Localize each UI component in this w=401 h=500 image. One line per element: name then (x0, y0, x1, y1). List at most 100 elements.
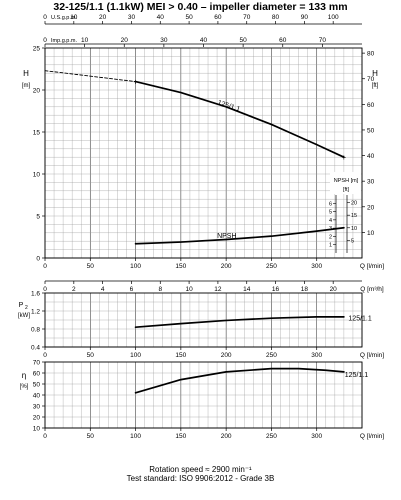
npsh-inset-m-tick-label: 5 (329, 210, 332, 216)
impgpm-scale-axis-label: Imp.g.p.m. (51, 38, 77, 44)
impgpm-scale-tick-label: 20 (121, 37, 129, 44)
efficiency-y-tick-label: 40 (33, 393, 41, 400)
usgpm-scale-tick-label: 50 (185, 14, 193, 21)
efficiency-y-tick-label: 20 (33, 415, 41, 422)
head-q-lmin-scale-tick-label: 150 (175, 263, 186, 270)
usgpm-scale-tick-label: 20 (99, 14, 107, 21)
npsh-inset-ft-tick-label: 15 (351, 213, 357, 219)
head-q-lmin-scale-tick-label: 300 (311, 263, 322, 270)
q-m3h-scale-tick-label: 6 (130, 286, 134, 293)
efficiency-ylabel-unit: [%] (20, 384, 29, 390)
q-m3h-scale-tick-label: 14 (243, 286, 251, 293)
npsh-inset-m-tick-label: 2 (329, 234, 332, 240)
npsh-inset-m-tick-label: 6 (329, 201, 332, 207)
q-m3h-scale-tick-label: 2 (72, 286, 76, 293)
power-q-lmin-scale-tick-label: 200 (221, 352, 232, 359)
efficiency-y-tick-label: 70 (33, 360, 41, 367)
power-y-tick-label: 1.2 (31, 309, 40, 316)
head-y-tick-label: 10 (33, 172, 41, 179)
q-m3h-scale-tick-label: 18 (301, 286, 309, 293)
power-series-label: 125/1.1 (348, 315, 371, 322)
impgpm-scale-tick-label: 10 (81, 37, 89, 44)
efficiency-q-lmin-scale-tick-label: 300 (311, 433, 322, 440)
q-m3h-scale-tick-label: 10 (185, 286, 193, 293)
power-q-lmin-scale-axis-label: Q [l/min] (360, 352, 384, 359)
efficiency-y-tick-label: 30 (33, 404, 41, 411)
q-m3h-scale-tick-label: 16 (272, 286, 280, 293)
head-y-tick-label: 0 (36, 256, 40, 263)
usgpm-scale-tick-label: 60 (214, 14, 222, 21)
impgpm-scale-tick-label: 70 (319, 37, 327, 44)
usgpm-scale-tick-label: 100 (328, 14, 339, 21)
impgpm-scale-tick-label: 40 (200, 37, 208, 44)
efficiency-q-lmin-scale-tick-label: 250 (266, 433, 277, 440)
usgpm-scale-tick-label: 40 (157, 14, 165, 21)
head-y-tick-label: 25 (33, 46, 41, 53)
power-q-lmin-scale-tick-label: 300 (311, 352, 322, 359)
power-q-lmin-scale-tick-label: 150 (175, 352, 186, 359)
usgpm-scale-tick-label: 80 (272, 14, 280, 21)
head-curve-endpoint-marker: + (342, 153, 347, 162)
efficiency-q-lmin-scale-tick-label: 150 (175, 433, 186, 440)
power-ylabel-unit: [kW] (18, 313, 30, 319)
efficiency-q-lmin-scale-axis-label: Q [l/min] (360, 433, 384, 440)
npsh-inset-label-ft: [ft] (343, 187, 350, 193)
q-m3h-scale-axis-label: Q [m³/h] (360, 286, 384, 293)
impgpm-scale-tick-label: 30 (160, 37, 168, 44)
head-curve-125-1-1 (134, 80, 345, 159)
power-q-lmin-scale-tick-label: 0 (43, 352, 47, 359)
npsh-inset-m-tick-label: 1 (329, 243, 332, 249)
impgpm-scale-tick-label: 60 (279, 37, 287, 44)
head-ylabel-unit: [m] (22, 83, 31, 89)
head-ft-tick-label: 30 (367, 179, 375, 186)
efficiency-q-lmin-scale-tick-label: 100 (130, 433, 141, 440)
rotation-speed-note: Rotation speed ≈ 2900 min⁻¹ (149, 465, 252, 474)
head-ft-tick-label: 80 (367, 51, 375, 58)
head-y-tick-label: 20 (33, 88, 41, 95)
head-y-tick-label: 5 (36, 214, 40, 221)
head-q-lmin-scale-axis-label: Q [l/min] (360, 263, 384, 270)
head-ft-tick-label: 50 (367, 127, 375, 134)
head-series-label: 125/1.1 (216, 100, 240, 114)
q-m3h-scale-tick-label: 4 (101, 286, 105, 293)
head-q-lmin-scale-tick-label: 100 (130, 263, 141, 270)
head-q-lmin-scale-tick-label: 0 (43, 263, 47, 270)
head-q-lmin-scale-tick-label: 200 (221, 263, 232, 270)
power-q-lmin-scale-tick-label: 50 (87, 352, 95, 359)
efficiency-ylabel-symbol: η (22, 371, 26, 380)
usgpm-scale-tick-label: 0 (43, 14, 47, 21)
impgpm-scale-tick-label: 0 (43, 37, 47, 44)
power-y-tick-label: 0.8 (31, 327, 40, 334)
efficiency-y-tick-label: 50 (33, 382, 41, 389)
head-ft-tick-label: 10 (367, 230, 375, 237)
head-ft-tick-label: 60 (367, 102, 375, 109)
usgpm-scale-tick-label: 30 (128, 14, 136, 21)
power-q-lmin-scale-tick-label: 250 (266, 352, 277, 359)
power-q-lmin-scale-tick-label: 100 (130, 352, 141, 359)
npsh-inset-ft-tick-label: 5 (351, 238, 354, 244)
impgpm-scale-tick-label: 50 (240, 37, 248, 44)
q-m3h-scale-tick-label: 0 (43, 286, 47, 293)
npsh-series-label: NPSH (217, 233, 236, 240)
head-q-lmin-scale-tick-label: 250 (266, 263, 277, 270)
head-ft-label-unit: [ft] (372, 83, 379, 89)
test-standard-note: Test standard: ISO 9906:2012 - Grade 3B (126, 474, 275, 483)
head-ft-tick-label: 20 (367, 204, 375, 211)
head-q-lmin-scale-tick-label: 50 (87, 263, 95, 270)
head-ft-tick-label: 40 (367, 153, 375, 160)
head-curve-endpoint-marker: + (133, 78, 138, 87)
q-m3h-scale-tick-label: 12 (214, 286, 222, 293)
power-y-tick-label: 0.4 (31, 345, 40, 352)
usgpm-scale-tick-label: 70 (243, 14, 251, 21)
head-ft-tick-label: 70 (367, 76, 375, 83)
npsh-inset-m-tick-label: 3 (329, 226, 332, 232)
head-extrapolation-line (44, 70, 137, 83)
power-ylabel-symbol: P (19, 302, 24, 309)
head-panel-frame (44, 47, 363, 259)
power-y-tick-label: 1.6 (31, 291, 40, 298)
efficiency-curve-125-1-1 (134, 367, 345, 394)
head-y-tick-label: 15 (33, 130, 41, 137)
efficiency-q-lmin-scale-tick-label: 200 (221, 433, 232, 440)
power-ylabel-sub: 2 (25, 305, 28, 311)
